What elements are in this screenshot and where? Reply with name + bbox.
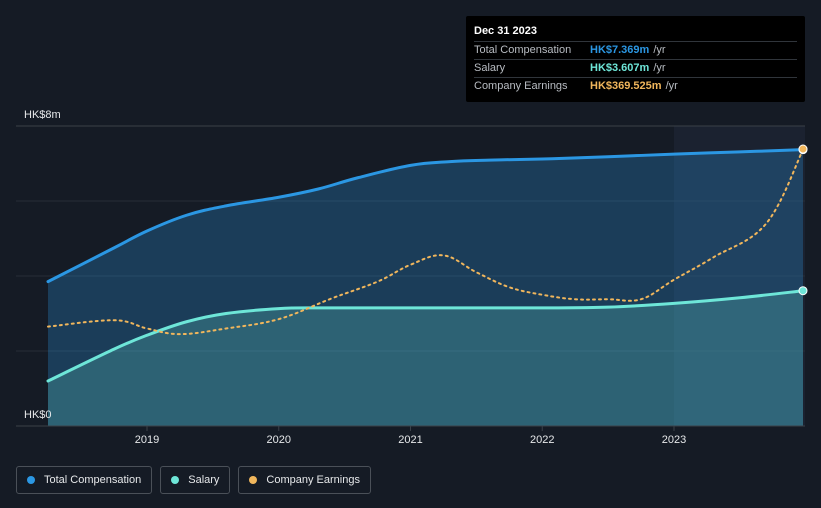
tooltip-label: Total Compensation [474, 44, 572, 56]
tooltip-value: HK$7.369m [590, 44, 650, 56]
legend-dot-icon [171, 476, 180, 484]
tooltip-row-total-compensation: Total Compensation HK$7.369m /yr [474, 42, 797, 60]
series-areas [48, 149, 803, 426]
tooltip-unit: /yr [653, 62, 666, 74]
x-tick-label: 2021 [398, 434, 422, 446]
x-tick-label: 2023 [662, 434, 686, 446]
salary-endpoint [798, 286, 808, 296]
salary-line [46, 289, 805, 383]
tooltip-title: Dec 31 2023 [474, 24, 797, 42]
x-tick-label: 2022 [530, 434, 554, 446]
legend-label: Salary [188, 474, 220, 486]
legend-dot-icon [249, 476, 258, 484]
y-axis-min-label: HK$0 [24, 409, 52, 421]
x-tick-label: 2020 [267, 434, 291, 446]
series-lines [46, 148, 805, 383]
legend-label: Total Compensation [44, 474, 142, 486]
tooltip-row-salary: Salary HK$3.607m /yr [474, 60, 797, 78]
legend-item-total-compensation[interactable]: Total Compensation [16, 466, 153, 494]
legend-dot-icon [27, 476, 35, 484]
tooltip-value: HK$369.525m [590, 80, 662, 92]
x-tick-label: 2019 [135, 434, 159, 446]
legend-item-salary[interactable]: Salary [160, 466, 231, 494]
total-compensation-area [48, 149, 803, 426]
company-earnings-line [47, 148, 804, 336]
total-compensation-line [46, 148, 805, 284]
tooltip-row-company-earnings: Company Earnings HK$369.525m /yr [474, 78, 797, 95]
tooltip-unit: /yr [665, 80, 678, 92]
tooltip-label: Company Earnings [474, 80, 568, 92]
tooltip-value: HK$3.607m [590, 62, 650, 74]
legend: Total Compensation Salary Company Earnin… [16, 466, 371, 494]
tooltip-label: Salary [474, 62, 506, 74]
x-axis-ticks: 2019 2020 2021 2022 2023 [135, 426, 686, 446]
tooltip-unit: /yr [653, 44, 666, 56]
series-endpoints [798, 144, 808, 296]
legend-item-company-earnings[interactable]: Company Earnings [238, 466, 371, 494]
legend-label: Company Earnings [266, 474, 360, 486]
company-earnings-endpoint [798, 144, 808, 154]
y-axis-max-label: HK$8m [24, 109, 61, 121]
tooltip: Dec 31 2023 Total Compensation HK$7.369m… [466, 16, 805, 102]
salary-area [48, 290, 803, 426]
